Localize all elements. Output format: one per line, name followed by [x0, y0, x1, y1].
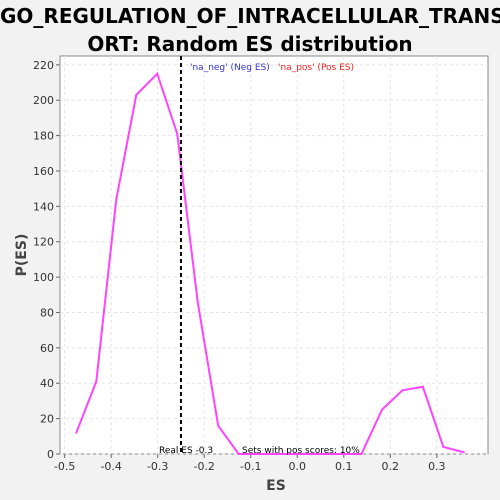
y-tick-label: 220: [33, 59, 54, 72]
es-data-point: [278, 453, 281, 455]
es-data-point: [442, 445, 445, 448]
chart-title: GO_REGULATION_OF_INTRACELLULAR_TRANSP OR…: [0, 2, 500, 58]
es-data-point: [299, 453, 302, 455]
es-data-point: [258, 453, 261, 455]
x-tick-label: 0.3: [428, 460, 446, 473]
es-data-point: [462, 451, 465, 454]
es-data-point: [75, 431, 78, 434]
x-tick-label: -0.2: [193, 460, 214, 473]
es-data-point: [156, 72, 159, 75]
series-layer: [75, 71, 465, 455]
es-series-line: [75, 71, 465, 455]
chart-title-line-2: ORT: Random ES distribution: [87, 32, 413, 56]
x-tick-label: 0.1: [335, 460, 353, 473]
es-data-point: [115, 198, 118, 201]
grid: [60, 56, 488, 455]
y-tick-label: 160: [33, 165, 54, 178]
es-data-point: [237, 453, 240, 455]
x-axis-label: ES: [266, 478, 286, 494]
y-tick-label: 120: [33, 236, 54, 249]
x-tick-label: -0.4: [100, 460, 121, 473]
pos-scores-annotation: Sets with pos scores: 10%: [242, 446, 360, 456]
y-tick-label: 200: [33, 94, 54, 107]
y-tick-label: 20: [40, 413, 54, 426]
y-tick-label: 40: [40, 377, 54, 390]
x-tick-label: -0.5: [54, 460, 75, 473]
es-data-point: [135, 93, 138, 96]
es-data-point: [217, 424, 220, 427]
real-es-annotation: Real ES -0.3: [159, 446, 213, 456]
es-data-point: [176, 132, 179, 135]
y-tick-label: 140: [33, 200, 54, 213]
x-axis-ticks: -0.5 -0.4 -0.3 -0.2 -0.1 0.0 0.1 0.2 0.3: [54, 454, 446, 473]
x-tick-label: -0.3: [147, 460, 168, 473]
x-tick-label: -0.1: [240, 460, 261, 473]
plot-area: [59, 55, 489, 455]
es-data-point: [380, 408, 383, 411]
es-data-point: [319, 453, 322, 455]
y-axis-ticks: 0 20 40 60 80 100 120 140 160 180 200 220: [33, 59, 60, 461]
es-data-point: [421, 385, 424, 388]
es-data-point: [95, 380, 98, 383]
y-tick-label: 80: [40, 306, 54, 319]
legend-pos: 'na_pos' (Pos ES): [278, 63, 354, 73]
chart-title-line-1: GO_REGULATION_OF_INTRACELLULAR_TRANSP: [0, 4, 500, 28]
es-data-point: [339, 453, 342, 455]
es-data-point: [360, 453, 363, 455]
x-tick-label: 0.2: [382, 460, 400, 473]
y-tick-label: 100: [33, 271, 54, 284]
es-data-point: [401, 389, 404, 392]
es-data-point: [196, 300, 199, 303]
y-axis-label: P(ES): [14, 234, 30, 277]
y-tick-label: 0: [47, 448, 54, 461]
legend-neg: 'na_neg' (Neg ES): [190, 63, 270, 73]
y-tick-label: 180: [33, 130, 54, 143]
x-tick-label: 0.0: [289, 460, 307, 473]
y-tick-label: 60: [40, 342, 54, 355]
